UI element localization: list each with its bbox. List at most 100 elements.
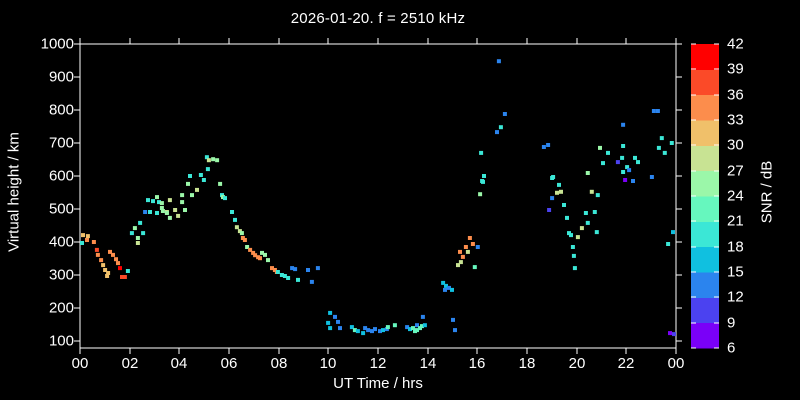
y-tick-label: 400: [48, 233, 74, 251]
data-point: [420, 314, 425, 319]
colorbar-segment: [691, 196, 719, 222]
data-point: [328, 310, 333, 315]
data-point: [108, 249, 112, 254]
data-point: [601, 161, 605, 166]
data-point: [625, 165, 630, 170]
data-point: [336, 319, 340, 324]
x-tick-label: 14: [419, 355, 437, 372]
data-point: [223, 196, 227, 201]
chart-title: 2026-01-20. f = 2510 kHz: [290, 10, 466, 27]
data-point: [201, 178, 206, 182]
colorbar-segment: [691, 69, 719, 96]
data-point: [245, 245, 250, 249]
data-point: [129, 231, 134, 236]
data-point: [551, 175, 556, 179]
data-point: [215, 158, 220, 163]
data-point: [631, 179, 635, 183]
colorbar-tick-label: 18: [727, 238, 744, 256]
x-tick-label: 16: [468, 355, 486, 372]
data-point: [472, 265, 477, 270]
data-point: [155, 211, 159, 215]
data-point: [296, 277, 300, 282]
data-point: [306, 268, 310, 272]
data-point: [135, 241, 140, 245]
data-point: [636, 160, 640, 165]
data-point: [502, 112, 507, 116]
y-tick-label: 100: [48, 332, 74, 350]
data-point: [253, 253, 258, 258]
data-point: [94, 247, 99, 252]
data-point: [656, 145, 661, 150]
data-point: [621, 170, 626, 174]
data-point: [173, 208, 178, 212]
colorbar-title: SNR / dB: [758, 160, 776, 224]
data-point: [275, 270, 280, 274]
data-point: [157, 200, 161, 205]
y-axis-label: Virtual height / km: [5, 132, 23, 252]
data-point: [293, 267, 298, 272]
data-point: [151, 199, 155, 204]
data-point: [447, 285, 451, 290]
data-point: [266, 258, 270, 263]
data-point: [655, 109, 660, 113]
data-point: [620, 155, 625, 160]
data-point: [392, 323, 397, 328]
x-tick-label: 02: [121, 355, 139, 372]
data-point: [460, 254, 465, 259]
data-point: [575, 235, 580, 240]
data-point: [290, 266, 295, 271]
data-point: [415, 328, 419, 333]
data-point: [559, 189, 563, 194]
data-point: [282, 274, 287, 278]
data-point: [405, 325, 410, 330]
colorbar-segment: [691, 170, 719, 197]
data-point: [598, 145, 602, 150]
data-point: [80, 241, 84, 245]
data-point: [651, 109, 656, 113]
data-point: [242, 238, 247, 242]
data-point: [411, 326, 415, 331]
data-point: [585, 220, 590, 225]
colorbar-segment: [691, 272, 719, 298]
data-point: [258, 256, 262, 261]
data-point: [167, 198, 172, 203]
data-point: [444, 283, 448, 288]
data-point: [361, 331, 366, 336]
x-tick-label: 22: [617, 355, 635, 372]
data-point: [594, 230, 599, 235]
colorbar-segment: [691, 246, 719, 273]
colorbar-segment: [691, 322, 719, 349]
data-point: [116, 261, 120, 266]
colorbar-tick-label: 6: [727, 339, 736, 357]
x-tick-label: 10: [319, 355, 337, 372]
colorbar-segment: [691, 94, 719, 121]
x-tick-label: 12: [369, 355, 387, 372]
data-point: [408, 327, 412, 332]
colorbar-tick-label: 39: [727, 60, 744, 78]
y-tick-label: 800: [48, 101, 74, 119]
data-point: [114, 257, 118, 262]
data-point: [198, 173, 203, 177]
data-point: [451, 317, 455, 322]
data-point: [180, 200, 185, 205]
data-point: [672, 332, 676, 337]
data-point: [218, 181, 223, 186]
data-point: [627, 168, 632, 173]
x-tick-label: 00: [71, 355, 89, 372]
data-point: [583, 211, 588, 215]
data-point: [263, 252, 267, 257]
data-point: [441, 280, 446, 285]
data-point: [206, 158, 211, 163]
data-point: [349, 325, 354, 330]
data-point: [333, 314, 337, 319]
data-point: [550, 196, 555, 201]
data-point: [585, 171, 590, 175]
data-point: [176, 213, 181, 218]
data-point: [105, 274, 110, 278]
data-point: [186, 181, 190, 186]
data-point: [546, 143, 551, 147]
data-point: [579, 226, 584, 231]
data-point: [204, 155, 209, 160]
data-point: [355, 329, 360, 334]
data-point: [233, 217, 237, 222]
